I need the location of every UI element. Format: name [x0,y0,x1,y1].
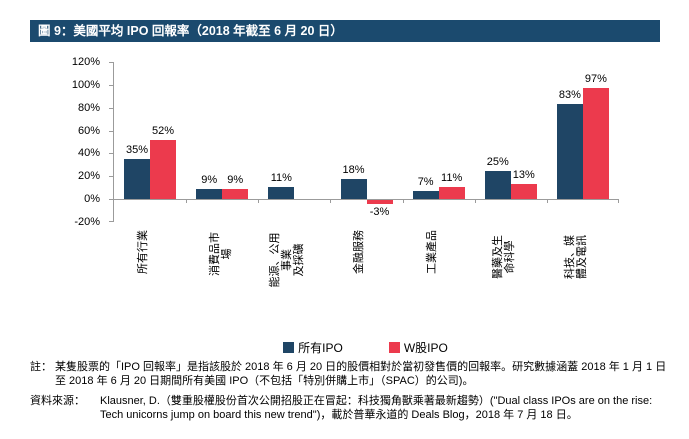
footnote-text: 某隻股票的「IPO 回報率」是指該股於 2018 年 6 月 20 日的股價相對… [55,361,667,387]
category-label: 醫藥及生命科學 [474,228,546,340]
y-axis-tick-label: 60% [77,124,100,137]
source-label: 資料來源： [30,395,85,407]
y-axis-tick-label: 100% [71,78,100,91]
y-axis-tick-mark [109,130,113,132]
bar [268,186,295,200]
x-axis-category-labels: 所有行業 消費品市場 能源、公用事業 及採礦 金融服務 工業產品 醫藥及生命科學 科技、媒體… [113,228,618,340]
bar-value-label: 9% [227,173,244,186]
bar [438,186,465,200]
x-axis-tick-mark [258,199,260,204]
legend-swatch [388,342,400,353]
bar-value-label: 52% [152,124,175,137]
figure-title: 圖 9：美國平均 IPO 回報率（2018 年截至 6 月 20 日） [38,24,343,38]
x-axis-tick-mark [402,199,404,204]
footnote-label: 註： [30,361,52,373]
category-label: 工業產品 [402,228,474,340]
bar-value-label: 97% [584,73,607,86]
bar-value-label: 25% [486,155,509,168]
source-row: 資料來源： Klausner, D.（雙重股權股份首次公開招股正在冒起：科技獨角… [30,394,675,422]
category-label-text: 能源、公用事業 及採礦 [269,232,306,288]
legend-label: 所有IPO [298,341,343,355]
bar [510,184,537,200]
x-axis-line [114,198,618,200]
bar-value-label: 11% [270,171,292,184]
bar [196,188,223,200]
bar-value-label: 18% [342,163,365,176]
y-axis-tick-label: 80% [77,101,100,114]
category-label: 所有行業 [113,228,185,340]
y-axis-tick-label: 20% [77,170,100,183]
y-axis-tick-mark [109,153,113,155]
bar-value-label: 83% [558,89,581,102]
figure-title-bar: 圖 9：美國平均 IPO 回報率（2018 年截至 6 月 20 日） [30,20,660,42]
legend-label: W股IPO [403,341,448,355]
bar [582,88,609,200]
bar [222,188,249,200]
y-axis-labels: 120% 100% 80% 60% 40% 20% 0% -20% [30,56,106,228]
bar [150,139,177,200]
bar-chart: 120% 100% 80% 60% 40% 20% 0% -20% 35% 52% 9% 9% 11%… [30,56,660,356]
category-label: 能源、公用事業 及採礦 [257,228,329,340]
bar [484,170,511,200]
y-axis-tick-mark [109,199,113,201]
category-label-text: 金融服務 [353,230,366,274]
bar [340,178,367,200]
category-label-text: 科技、媒體及電訊 [563,235,588,280]
category-label-text: 所有行業 [137,230,150,274]
legend-swatch [283,342,295,353]
y-axis-tick-label: 120% [71,56,100,68]
source-text: Klausner, D.（雙重股權股份首次公開招股正在冒起：科技獨角獸乘著最新趨… [100,395,653,421]
x-axis-tick-mark [618,199,619,204]
category-label-text: 醫藥及生命科學 [491,235,516,280]
y-axis-tick-mark [109,221,113,222]
legend-item: W股IPO [388,339,448,356]
x-axis-tick-mark [330,199,332,204]
bar [366,200,393,204]
x-axis-tick-mark [474,199,476,204]
plot-area: 35% 52% 9% 9% 11% 18% -3% 7% 11% 25% 13% 83% 97% [109,62,619,222]
bar [412,191,439,200]
bar [556,104,583,200]
bar-value-label: 11% [441,171,463,184]
bar-value-label: -3% [369,205,390,218]
bar-value-label: 9% [201,173,218,186]
x-axis-tick-mark [546,199,548,204]
y-axis-tick-mark [109,107,113,109]
y-axis-tick-mark [109,84,113,86]
bar-value-label: 13% [512,169,535,182]
bar [124,159,151,200]
category-label-text: 消費品市場 [209,232,234,277]
bar-value-label: 35% [126,144,149,157]
chart-legend: 所有IPO W股IPO [113,339,618,356]
y-axis-tick-mark [109,176,113,178]
bar-value-label: 7% [417,176,434,189]
category-label: 消費品市場 [185,228,257,340]
x-axis-tick-mark [186,199,188,204]
y-axis-tick-label: -20% [74,216,100,228]
y-axis-tick-label: 0% [84,193,100,206]
footnote-row: 註： 某隻股票的「IPO 回報率」是指該股於 2018 年 6 月 20 日的股… [30,360,675,388]
legend-item: 所有IPO [283,339,343,356]
y-axis-tick-label: 40% [77,147,100,160]
category-label: 科技、媒體及電訊 [546,228,618,340]
y-axis-tick-mark [109,62,113,63]
category-label-text: 工業產品 [425,230,438,274]
category-label: 金融服務 [329,228,401,340]
